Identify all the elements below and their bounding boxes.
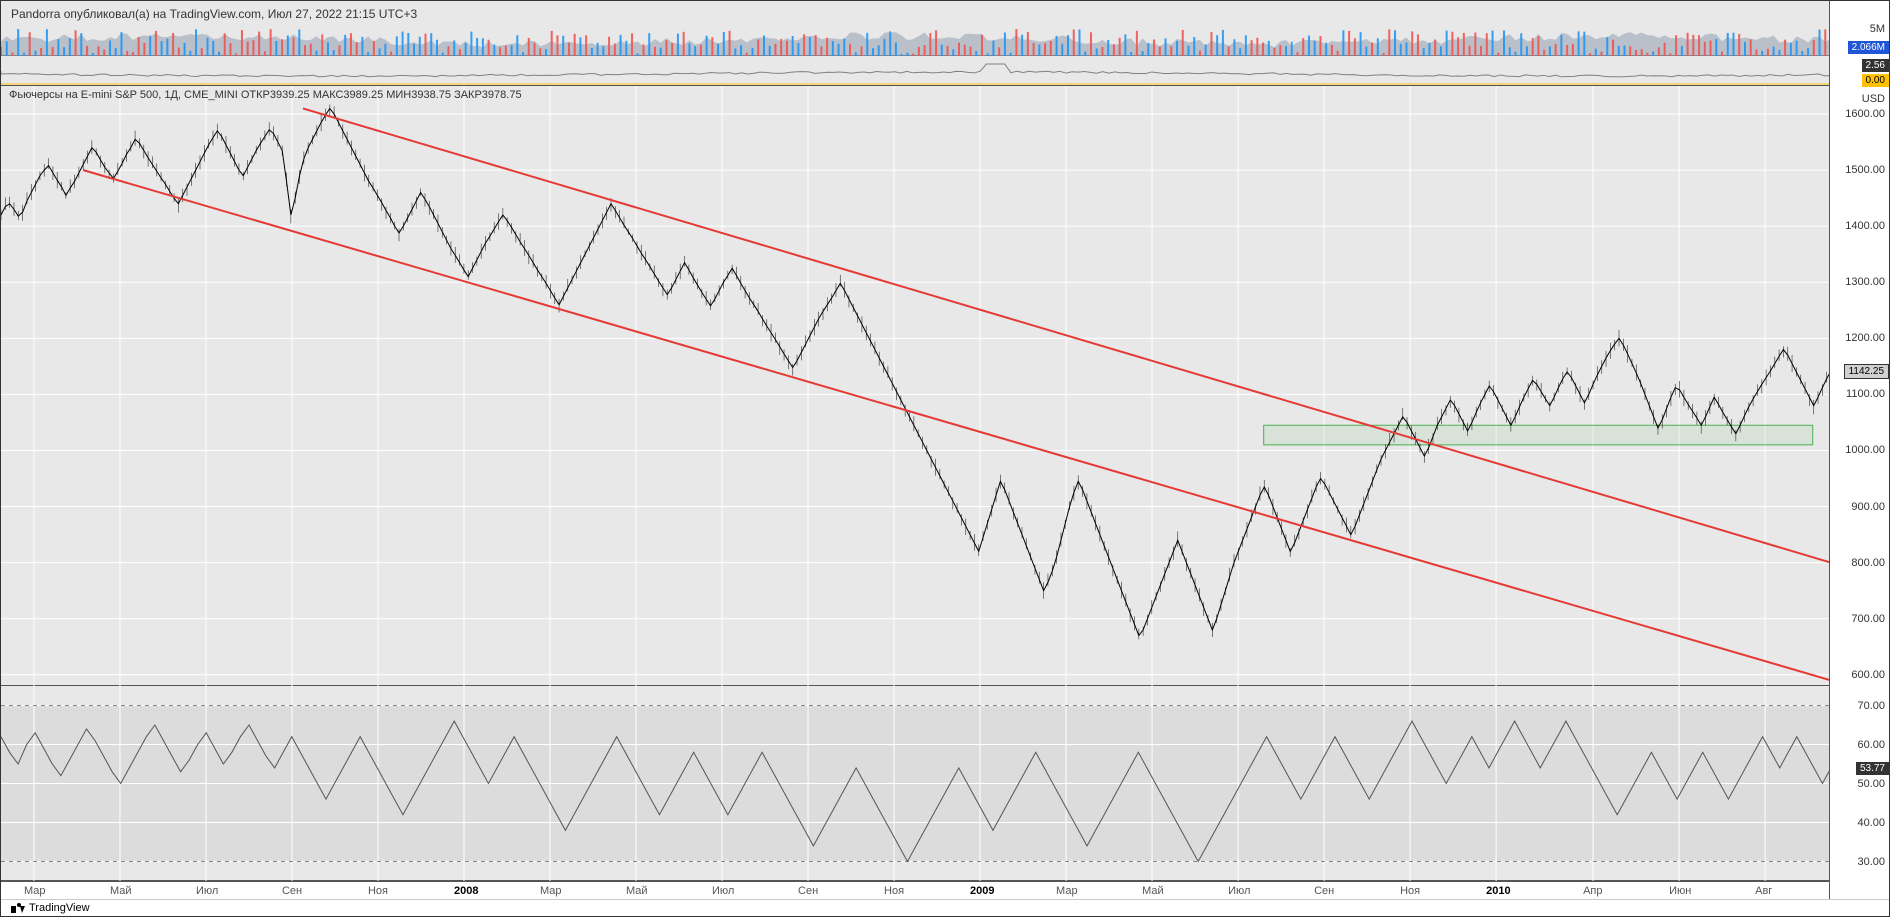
time-tick: Сен bbox=[1314, 885, 1334, 897]
time-tick: Авг bbox=[1755, 885, 1772, 897]
brand-text: TradingView bbox=[29, 902, 90, 914]
publisher-info: Pandorra опубликовал(а) на TradingView.c… bbox=[11, 7, 417, 21]
indicator-chart bbox=[1, 56, 1831, 86]
time-tick: Ноя bbox=[1400, 885, 1420, 897]
currency-label: USD bbox=[1862, 93, 1885, 105]
time-tick: Июл bbox=[712, 885, 734, 897]
time-tick: Май bbox=[1142, 885, 1164, 897]
time-axis: Мар Май Июл Сен Ноя 2008 Мар Май Июл Сен Ноя 2009 Ма… bbox=[1, 881, 1829, 901]
symbol-info: Фьючерсы на E-mini S&P 500, 1Д, CME_MINI… bbox=[9, 89, 522, 101]
chart-container: Pandorra опубликовал(а) на TradingView.c… bbox=[0, 0, 1890, 917]
time-tick: Мар bbox=[1056, 885, 1078, 897]
rsi-current-badge: 53.77 bbox=[1856, 762, 1889, 775]
time-tick: Ноя bbox=[884, 885, 904, 897]
time-tick: 2008 bbox=[454, 885, 478, 897]
time-tick: Сен bbox=[798, 885, 818, 897]
time-tick: Июн bbox=[1669, 885, 1691, 897]
price-current-badge: 1142.25 bbox=[1844, 364, 1889, 379]
rsi-panel[interactable] bbox=[1, 686, 1829, 881]
time-tick: 2009 bbox=[970, 885, 994, 897]
time-tick: 2010 bbox=[1486, 885, 1510, 897]
time-tick: Мар bbox=[24, 885, 46, 897]
price-axis: 5M2.066M2.560.00USD600.00700.00800.00900… bbox=[1829, 1, 1889, 901]
volume-badge: 2.066M bbox=[1848, 41, 1889, 54]
indicator-panel[interactable] bbox=[1, 56, 1829, 86]
price-chart bbox=[1, 86, 1831, 686]
footer: TradingView bbox=[1, 899, 1889, 916]
indicator-badge: 2.56 bbox=[1862, 59, 1889, 72]
tradingview-logo: TradingView bbox=[11, 902, 90, 914]
time-tick: Июл bbox=[196, 885, 218, 897]
indicator-zero-badge: 0.00 bbox=[1862, 74, 1889, 87]
time-tick: Май bbox=[626, 885, 648, 897]
price-panel[interactable]: Фьючерсы на E-mini S&P 500, 1Д, CME_MINI… bbox=[1, 86, 1829, 686]
time-tick: Сен bbox=[282, 885, 302, 897]
time-tick: Июл bbox=[1228, 885, 1250, 897]
time-tick: Май bbox=[110, 885, 132, 897]
rsi-chart bbox=[1, 686, 1831, 881]
time-tick: Апр bbox=[1583, 885, 1602, 897]
time-tick: Ноя bbox=[368, 885, 388, 897]
time-tick: Мар bbox=[540, 885, 562, 897]
